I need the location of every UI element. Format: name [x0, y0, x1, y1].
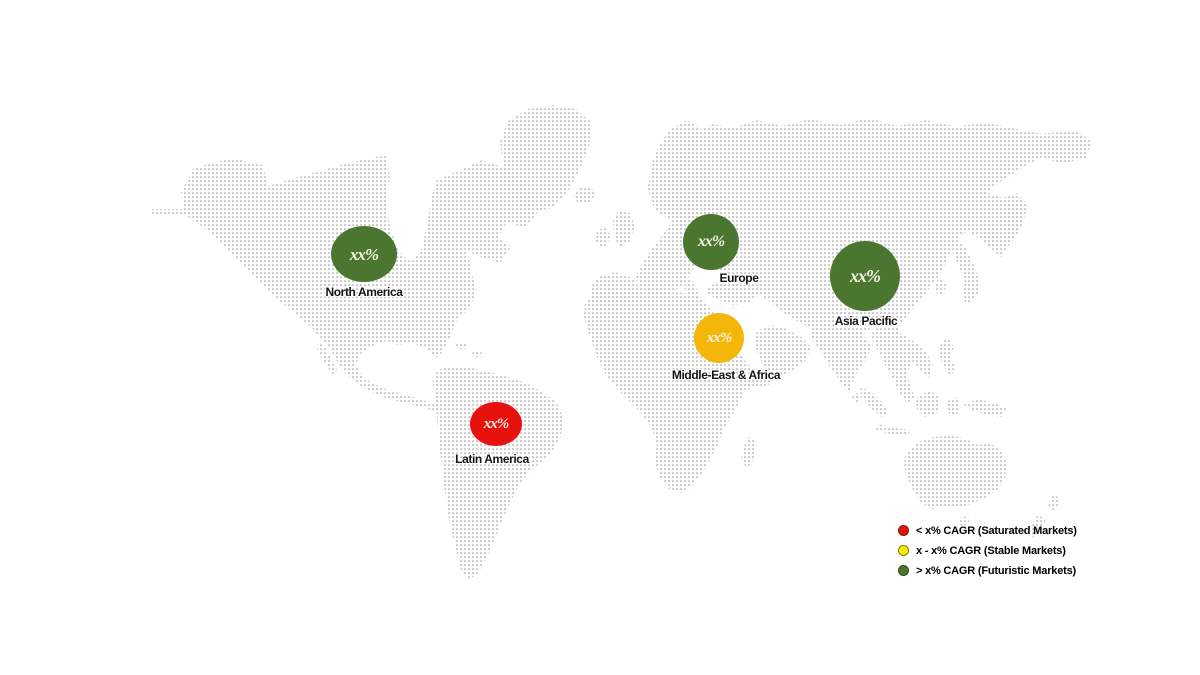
- legend-dot-saturated-red: [898, 525, 909, 536]
- new-guinea: [963, 399, 1007, 417]
- iceland: [573, 187, 596, 203]
- region-label-asia-pacific: Asia Pacific: [834, 314, 898, 328]
- indochina: [871, 327, 933, 403]
- ireland: [595, 226, 611, 248]
- caribbean-islands: [430, 332, 483, 358]
- russia-siberia: [666, 118, 1092, 339]
- region-bubble-north-america: xx%: [331, 226, 397, 282]
- region-label-middle-east-africa: Middle-East & Africa: [671, 368, 781, 382]
- japan: [951, 239, 981, 305]
- baja-california: [317, 342, 338, 374]
- kamchatka: [1004, 200, 1026, 242]
- legend-label-saturated: < x% CAGR (Saturated Markets): [916, 524, 1077, 537]
- region-value-asia-pacific: xx%: [850, 266, 881, 286]
- australia: [904, 435, 1007, 510]
- south-america: [433, 366, 563, 580]
- arabian-peninsula: [754, 325, 811, 377]
- region-label-europe: Europe: [719, 271, 759, 285]
- philippines: [939, 337, 957, 376]
- borneo: [915, 391, 941, 417]
- legend-dot-futuristic-green: [898, 565, 909, 576]
- cagr-legend: < x% CAGR (Saturated Markets) x - x% CAG…: [898, 524, 1077, 577]
- region-bubble-europe: xx%: [683, 214, 739, 270]
- java: [876, 424, 911, 436]
- korea: [934, 278, 947, 297]
- legend-item-futuristic: > x% CAGR (Futuristic Markets): [898, 564, 1077, 577]
- tasmania: [959, 516, 970, 527]
- region-value-latin-america: xx%: [483, 415, 509, 432]
- madagascar: [741, 437, 757, 469]
- continents: [151, 105, 1092, 580]
- region-bubble-asia-pacific: xx%: [830, 241, 900, 311]
- new-zealand-south: [1030, 515, 1046, 538]
- legend-item-stable: x - x% CAGR (Stable Markets): [898, 544, 1077, 557]
- sumatra: [860, 387, 889, 418]
- legend-dot-stable-yellow: [898, 545, 909, 556]
- region-label-north-america: North America: [325, 285, 403, 299]
- region-value-north-america: xx%: [349, 244, 379, 264]
- sri-lanka: [852, 392, 862, 403]
- new-zealand-north: [1048, 493, 1060, 511]
- legend-label-stable: x - x% CAGR (Stable Markets): [916, 544, 1066, 557]
- region-value-europe: xx%: [697, 233, 725, 250]
- region-bubble-middle-east-africa: xx%: [694, 313, 744, 363]
- legend-label-futuristic: > x% CAGR (Futuristic Markets): [916, 564, 1076, 577]
- sulawesi: [946, 397, 961, 417]
- india: [811, 324, 873, 393]
- aleutian-islands: [151, 209, 183, 214]
- greenland: [500, 105, 591, 213]
- continent-north-america: [181, 155, 537, 412]
- sakhalin: [984, 222, 998, 250]
- legend-item-saturated: < x% CAGR (Saturated Markets): [898, 524, 1077, 537]
- region-value-middle-east-africa: xx%: [706, 329, 732, 346]
- united-kingdom: [613, 209, 635, 247]
- region-label-latin-america: Latin America: [455, 452, 529, 466]
- region-bubble-latin-america: xx%: [470, 402, 522, 446]
